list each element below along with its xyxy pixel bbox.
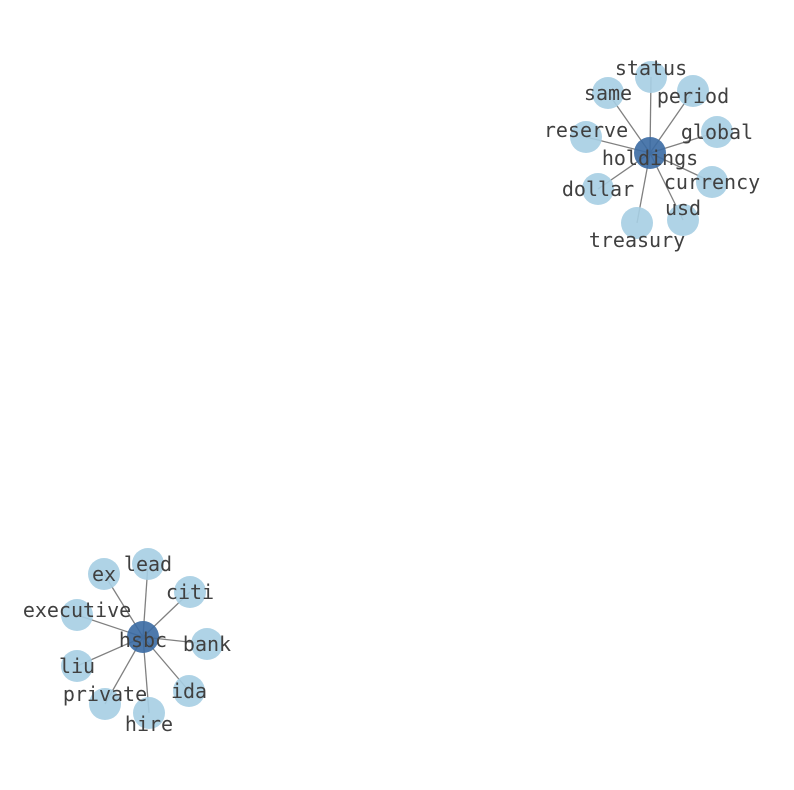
node-citi: [174, 576, 206, 608]
node-label-status: status: [615, 56, 687, 80]
node-label-holdings: holdings: [602, 146, 698, 170]
node-bank: [191, 628, 223, 660]
node-label-usd: usd: [665, 196, 701, 220]
node-lead: [132, 548, 164, 580]
node-label-ex: ex: [92, 562, 116, 586]
node-holdings: [634, 137, 666, 169]
node-label-bank: bank: [183, 632, 231, 656]
node-dollar: [582, 173, 614, 205]
node-label-dollar: dollar: [562, 177, 634, 201]
node-label-ida: ida: [171, 679, 207, 703]
node-label-reserve: reserve: [544, 118, 628, 142]
node-status: [635, 61, 667, 93]
node-global: [701, 116, 733, 148]
node-currency: [696, 166, 728, 198]
node-label-hsbc: hsbc: [119, 628, 167, 652]
node-hsbc: [127, 621, 159, 653]
node-liu: [61, 650, 93, 682]
node-private: [89, 688, 121, 720]
node-label-executive: executive: [23, 598, 131, 622]
node-label-same: same: [584, 81, 632, 105]
node-label-private: private: [63, 682, 147, 706]
node-label-treasury: treasury: [589, 228, 685, 252]
node-same: [592, 77, 624, 109]
node-executive: [61, 599, 93, 631]
node-label-global: global: [681, 120, 753, 144]
node-label-lead: lead: [124, 552, 172, 576]
node-usd: [667, 204, 699, 236]
node-label-currency: currency: [664, 170, 760, 194]
node-label-hire: hire: [125, 712, 173, 736]
node-reserve: [570, 121, 602, 153]
node-ida: [173, 675, 205, 707]
node-label-period: period: [657, 84, 729, 108]
node-label-citi: citi: [166, 580, 214, 604]
node-treasury: [621, 207, 653, 239]
node-label-liu: liu: [59, 654, 95, 678]
node-hire: [133, 697, 165, 729]
node-period: [677, 75, 709, 107]
node-ex: [88, 558, 120, 590]
